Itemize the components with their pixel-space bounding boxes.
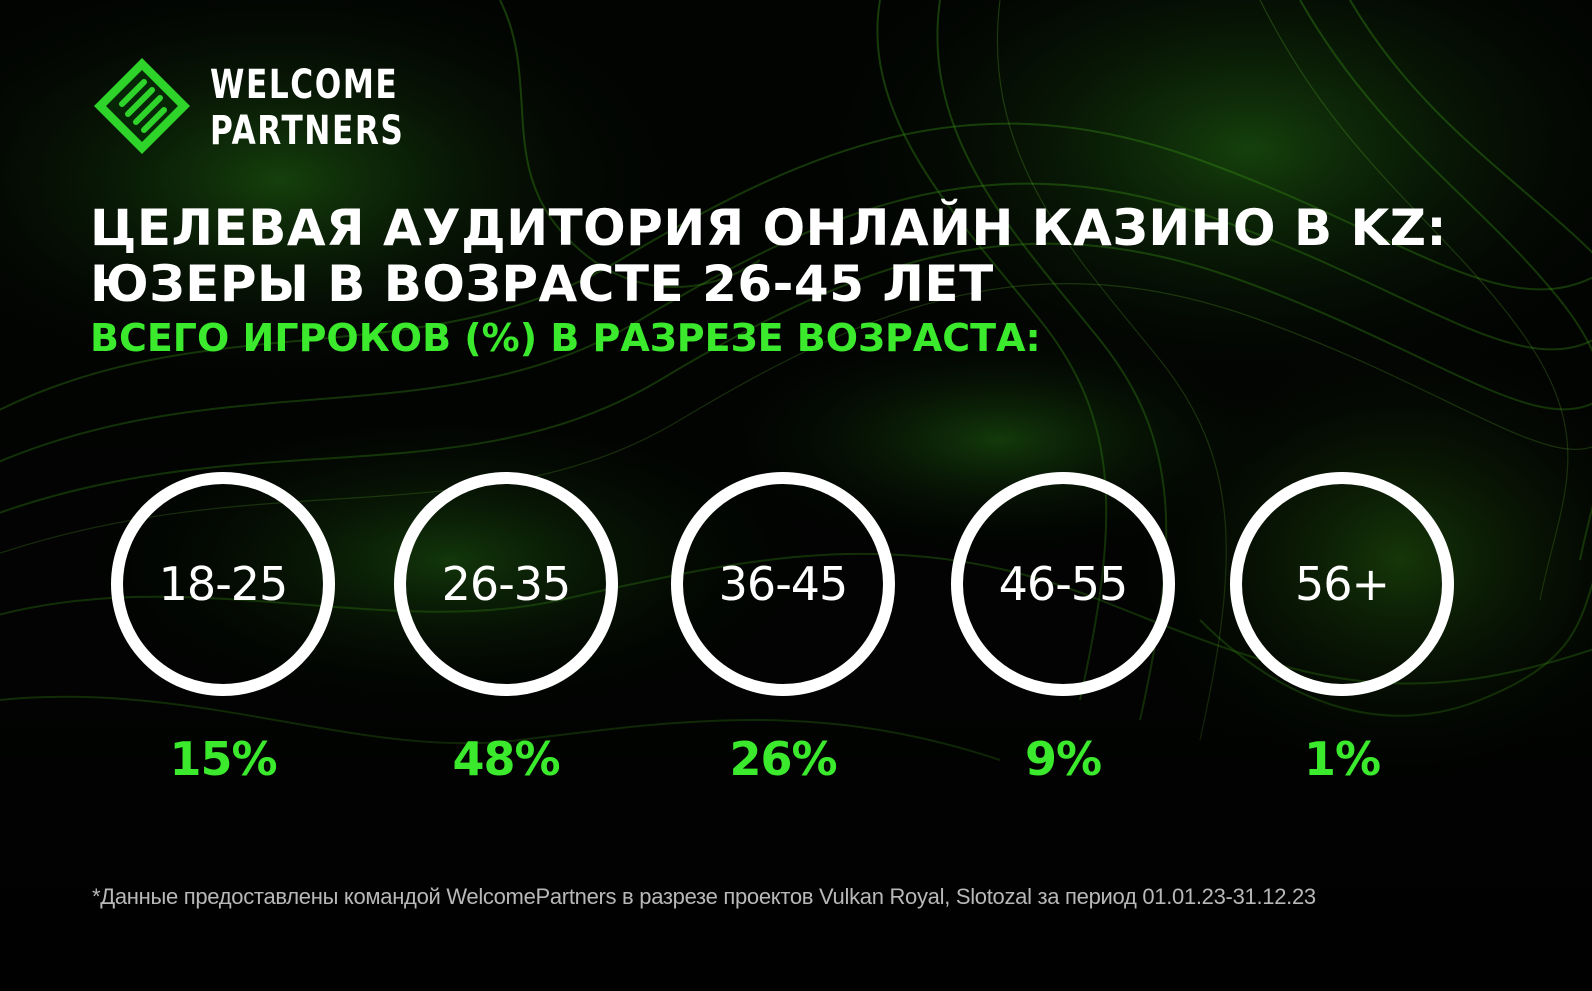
source-footnote: *Данные предоставлены командой WelcomePa… <box>92 884 1316 909</box>
age-group-item: 56+ 1% <box>1230 472 1454 786</box>
age-range-label: 56+ <box>1294 557 1390 611</box>
age-range-label: 46-55 <box>998 557 1129 611</box>
age-circle: 56+ <box>1230 472 1454 696</box>
age-percent-value: 1% <box>1303 732 1381 786</box>
age-group-item: 36-45 26% <box>671 472 895 786</box>
brand-logo: WELCOME PARTNERS <box>92 56 412 156</box>
handshake-logo-icon <box>94 58 190 154</box>
subtitle: ВСЕГО ИГРОКОВ (%) В РАЗРЕЗЕ ВОЗРАСТА: <box>90 316 1041 360</box>
title-line-2: ЮЗЕРЫ В ВОЗРАСТЕ 26-45 ЛЕТ <box>90 255 994 313</box>
age-range-label: 36-45 <box>718 557 849 611</box>
age-range-label: 18-25 <box>158 557 289 611</box>
page-title: ЦЕЛЕВАЯ АУДИТОРИЯ ОНЛАЙН КАЗИНО В KZ: ЮЗ… <box>90 200 1447 312</box>
title-line-1: ЦЕЛЕВАЯ АУДИТОРИЯ ОНЛАЙН КАЗИНО В KZ: <box>90 199 1447 257</box>
age-percent-value: 15% <box>169 732 277 786</box>
age-circle: 26-35 <box>394 472 618 696</box>
brand-name-line2: PARTNERS <box>210 108 405 154</box>
age-group-item: 26-35 48% <box>394 472 618 786</box>
age-percent-value: 26% <box>729 732 837 786</box>
age-percent-value: 48% <box>452 732 560 786</box>
age-range-label: 26-35 <box>441 557 572 611</box>
age-group-item: 18-25 15% <box>111 472 335 786</box>
brand-name-line1: WELCOME <box>210 62 399 108</box>
age-circle: 36-45 <box>671 472 895 696</box>
age-group-item: 46-55 9% <box>951 472 1175 786</box>
age-circle: 18-25 <box>111 472 335 696</box>
age-percent-value: 9% <box>1024 732 1102 786</box>
age-circle: 46-55 <box>951 472 1175 696</box>
